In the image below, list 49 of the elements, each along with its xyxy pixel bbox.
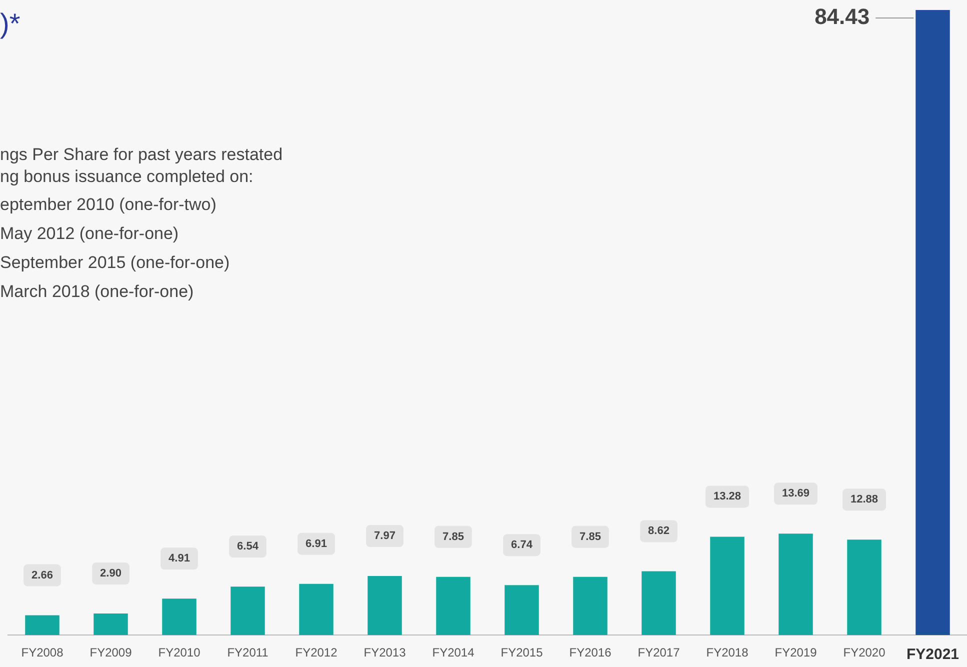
bar xyxy=(710,536,744,635)
bar xyxy=(847,540,882,635)
data-label: 12.88 xyxy=(850,494,878,506)
annotation: eptember 2010 (one-for-two) xyxy=(0,194,218,216)
data-label: 13.69 xyxy=(782,488,810,500)
x-tick-label: FY2009 xyxy=(90,646,132,660)
bar xyxy=(25,615,60,635)
x-tick-label: FY2012 xyxy=(295,646,338,660)
data-label: 84.43 xyxy=(814,4,870,30)
x-tick-label: FY2020 xyxy=(843,646,886,660)
x-tick-label: FY2021 xyxy=(906,646,960,664)
annotation: March 2018 (one-for-one) xyxy=(0,281,195,303)
bar xyxy=(94,614,128,635)
data-label: 7.85 xyxy=(442,530,464,543)
x-tick-label: FY2018 xyxy=(706,646,749,660)
data-label: 6.91 xyxy=(306,538,327,550)
data-label: 13.28 xyxy=(713,490,742,503)
bar xyxy=(573,576,608,635)
data-label: 8.62 xyxy=(648,525,670,538)
data-label: 2.66 xyxy=(32,569,53,582)
x-tick-label: FY2011 xyxy=(227,646,269,660)
bar xyxy=(778,534,813,635)
bar xyxy=(436,576,470,635)
bar xyxy=(916,10,950,635)
bar xyxy=(368,576,402,635)
x-tick-label: FY2017 xyxy=(638,646,680,660)
data-label: 7.97 xyxy=(374,530,396,542)
bar xyxy=(230,586,265,635)
x-tick-label: FY2019 xyxy=(774,646,818,660)
annotation: May 2012 (one-for-one) xyxy=(0,223,180,245)
bar xyxy=(299,584,334,635)
chart-title: )* xyxy=(0,8,20,40)
x-tick-label: FY2016 xyxy=(569,646,612,660)
data-label: 2.90 xyxy=(100,568,122,580)
bar xyxy=(642,571,676,635)
bar xyxy=(504,585,539,635)
annotation: ng bonus issuance completed on: xyxy=(0,166,254,188)
x-tick-label: FY2015 xyxy=(500,646,544,660)
data-label: 6.54 xyxy=(237,540,260,553)
data-label: 4.91 xyxy=(168,552,190,565)
data-label: 7.85 xyxy=(580,530,601,543)
data-label: 6.74 xyxy=(511,539,534,552)
x-tick-label: FY2013 xyxy=(364,646,406,660)
x-tick-label: FY2010 xyxy=(158,646,201,660)
x-tick-label: FY2008 xyxy=(21,646,64,660)
bar xyxy=(162,598,196,635)
annotation: September 2015 (one-for-one) xyxy=(0,252,231,274)
annotation: ngs Per Share for past years restated xyxy=(0,144,283,166)
x-tick-label: FY2014 xyxy=(432,646,475,660)
